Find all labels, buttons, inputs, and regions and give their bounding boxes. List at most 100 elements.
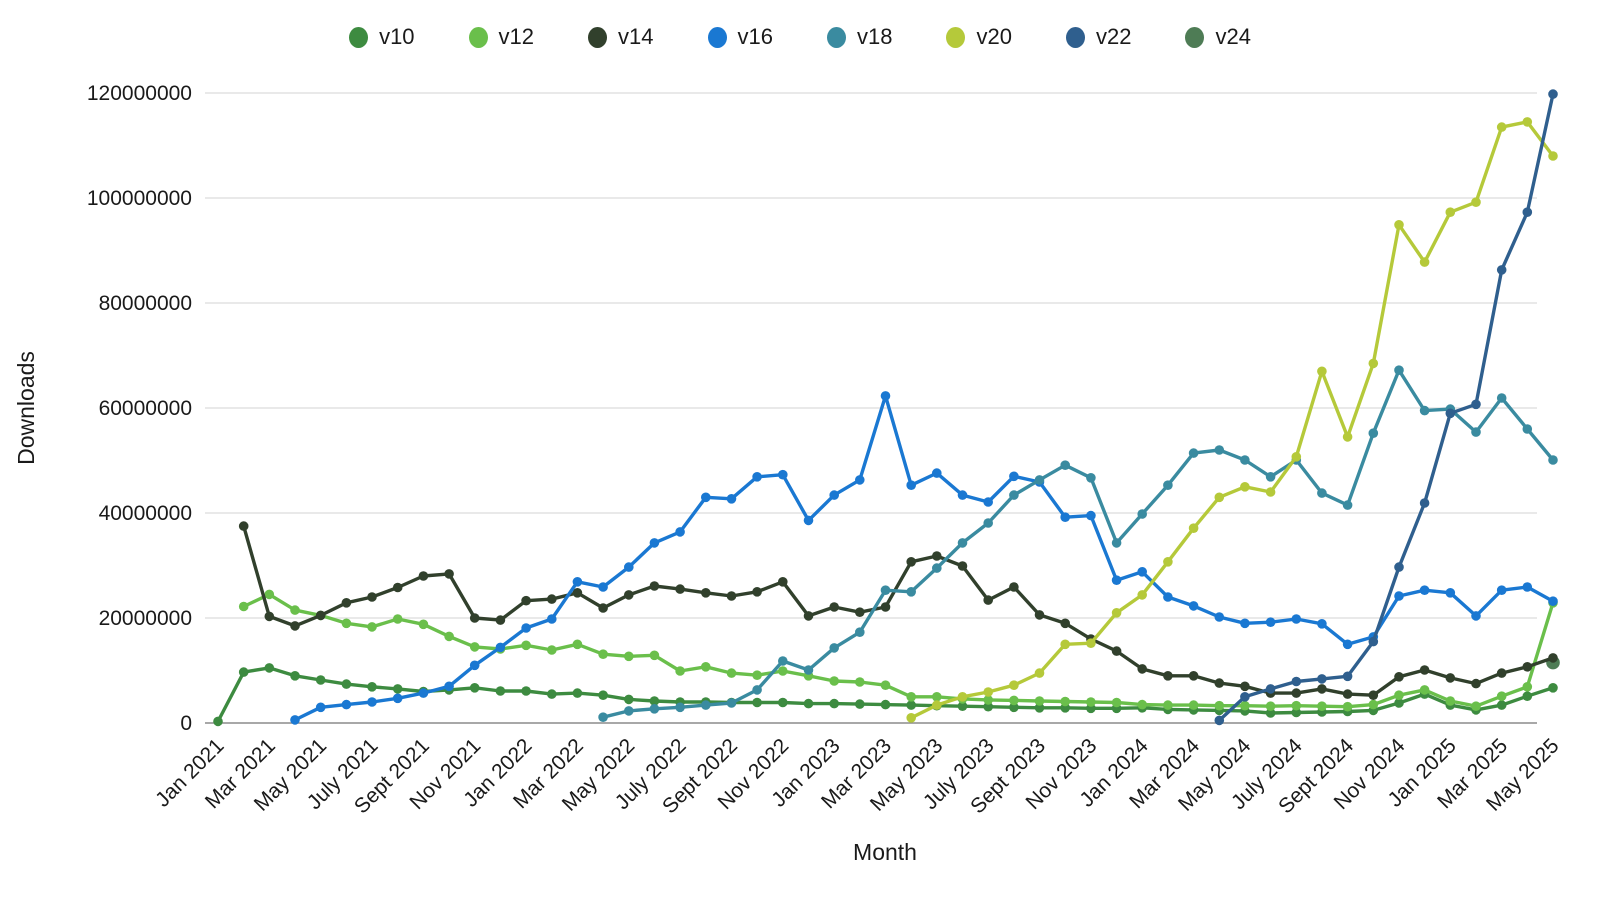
data-point-v16 [880, 391, 891, 401]
data-point-v14 [649, 581, 660, 591]
y-tick-label: 100000000 [87, 187, 192, 210]
data-point-v12 [675, 666, 685, 676]
data-point-v16 [418, 688, 429, 698]
data-point-v18 [1034, 475, 1045, 485]
data-point-v14 [1188, 671, 1199, 681]
data-point-v16 [1265, 617, 1276, 627]
data-point-v14 [418, 571, 429, 581]
y-axis-title: Downloads [13, 351, 39, 465]
series-v20 [906, 117, 1558, 723]
data-point-v18 [1009, 490, 1019, 500]
legend-item-v14[interactable]: v14 [588, 26, 654, 48]
data-point-v14 [1471, 678, 1481, 689]
data-point-v10 [290, 671, 300, 681]
data-point-v14 [880, 602, 891, 612]
data-point-v14 [392, 582, 403, 593]
data-point-v22 [1240, 692, 1250, 702]
data-point-v12 [521, 640, 531, 651]
data-point-v16 [469, 660, 480, 671]
data-point-v20 [1188, 523, 1199, 533]
data-point-v14 [752, 587, 762, 597]
series-line-v18 [601, 368, 1555, 719]
data-point-v22 [1496, 265, 1507, 275]
data-point-v12 [1522, 682, 1533, 692]
data-point-v10 [778, 697, 788, 708]
data-point-v20 [1163, 557, 1173, 567]
data-point-v16 [444, 681, 454, 692]
legend-item-v22[interactable]: v22 [1065, 26, 1131, 48]
legend-swatch-icon [468, 26, 488, 48]
data-point-v18 [752, 685, 762, 695]
data-point-v14 [264, 611, 275, 622]
data-point-v16 [649, 538, 660, 548]
data-point-v10 [264, 663, 275, 673]
data-point-v22 [1342, 671, 1353, 682]
data-point-v18 [1394, 365, 1404, 376]
legend-item-v20[interactable]: v20 [946, 26, 1012, 48]
data-point-v16 [1522, 582, 1533, 592]
legend-swatch-icon [1185, 26, 1205, 48]
data-point-v18 [1368, 428, 1379, 439]
data-point-v14 [598, 603, 608, 613]
data-point-v18 [1086, 473, 1096, 483]
data-point-v10 [547, 689, 557, 699]
data-point-v20 [1317, 366, 1327, 377]
data-point-v18 [1111, 538, 1122, 548]
data-point-v14 [778, 577, 788, 587]
legend-item-v10[interactable]: v10 [349, 26, 415, 48]
data-point-v22 [1471, 399, 1481, 410]
data-point-v14 [983, 595, 993, 605]
data-point-v22 [1394, 562, 1404, 572]
legend-label: v16 [737, 24, 773, 49]
data-point-v20 [1240, 482, 1250, 492]
data-point-v18 [1419, 405, 1430, 416]
data-point-v20 [1034, 668, 1045, 678]
data-point-v16 [906, 480, 916, 491]
legend-item-v24[interactable]: v24 [1185, 26, 1251, 48]
data-point-v16 [1496, 585, 1507, 595]
y-tick-label: 40000000 [99, 502, 192, 525]
data-point-v16 [547, 614, 557, 624]
data-point-v18 [598, 712, 608, 722]
series-layer [213, 89, 1560, 727]
legend-item-v18[interactable]: v18 [827, 26, 892, 48]
data-point-v12 [983, 695, 993, 705]
data-point-v12 [1009, 695, 1019, 706]
data-point-v14 [1445, 673, 1456, 683]
data-point-v18 [829, 643, 839, 653]
data-point-v14 [855, 607, 865, 617]
data-point-v10 [238, 667, 249, 677]
data-point-v14 [238, 521, 249, 531]
data-point-v16 [341, 699, 352, 710]
data-point-v18 [880, 585, 891, 595]
data-point-v14 [1317, 684, 1327, 694]
series-v18 [598, 365, 1558, 722]
data-point-v16 [367, 697, 377, 707]
data-point-v18 [1471, 427, 1481, 437]
data-point-v14 [726, 591, 737, 601]
data-point-v18 [983, 518, 993, 528]
y-tick-label: 80000000 [99, 292, 192, 315]
data-point-v16 [1394, 591, 1404, 601]
data-point-v20 [1445, 207, 1456, 217]
data-point-v12 [1137, 699, 1147, 710]
data-point-v16 [1445, 588, 1456, 598]
data-point-v20 [1342, 432, 1353, 442]
data-point-v18 [1317, 488, 1327, 498]
data-point-v12 [1060, 696, 1070, 707]
data-point-v14 [1368, 690, 1379, 700]
legend-item-v16[interactable]: v16 [707, 24, 773, 49]
data-point-v20 [1419, 257, 1430, 267]
data-point-v12 [752, 670, 762, 680]
data-point-v16 [957, 490, 968, 500]
data-point-v16 [778, 469, 788, 480]
data-point-v14 [1419, 665, 1430, 675]
data-point-v10 [624, 694, 634, 705]
legend-item-v12[interactable]: v12 [468, 26, 534, 48]
data-point-v22 [1522, 207, 1533, 217]
data-point-v12 [624, 651, 634, 662]
data-point-v14 [1291, 688, 1302, 698]
data-point-v12 [547, 645, 557, 655]
data-point-v12 [469, 642, 480, 652]
data-point-v10 [1394, 698, 1404, 708]
